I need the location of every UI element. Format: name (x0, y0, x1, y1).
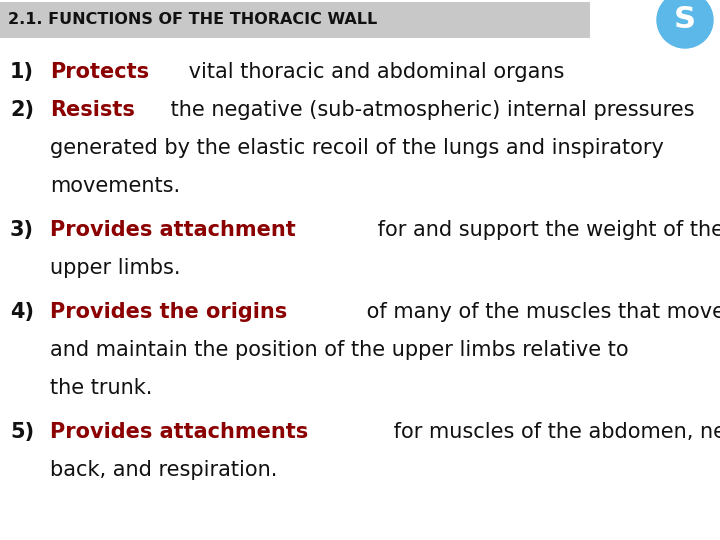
Text: Provides attachment: Provides attachment (50, 220, 296, 240)
Circle shape (657, 0, 713, 48)
Text: 4): 4) (10, 302, 34, 322)
Text: vital thoracic and abdominal organs: vital thoracic and abdominal organs (182, 62, 564, 82)
Text: S: S (674, 5, 696, 35)
Text: 2): 2) (10, 100, 34, 120)
Text: 1): 1) (10, 62, 34, 82)
FancyBboxPatch shape (0, 2, 590, 38)
Text: Provides the origins: Provides the origins (50, 302, 287, 322)
Text: for and support the weight of the: for and support the weight of the (371, 220, 720, 240)
Text: for muscles of the abdomen, neck,: for muscles of the abdomen, neck, (387, 422, 720, 442)
Text: the trunk.: the trunk. (50, 378, 153, 398)
Text: Resists: Resists (50, 100, 135, 120)
Text: back, and respiration.: back, and respiration. (50, 460, 277, 480)
Text: generated by the elastic recoil of the lungs and inspiratory: generated by the elastic recoil of the l… (50, 138, 664, 158)
Text: 3): 3) (10, 220, 34, 240)
Text: of many of the muscles that move: of many of the muscles that move (360, 302, 720, 322)
Text: the negative (sub-atmospheric) internal pressures: the negative (sub-atmospheric) internal … (163, 100, 694, 120)
Text: Protects: Protects (50, 62, 149, 82)
Text: 2.1. FUNCTIONS OF THE THORACIC WALL: 2.1. FUNCTIONS OF THE THORACIC WALL (8, 12, 377, 28)
Text: 5): 5) (10, 422, 34, 442)
Text: upper limbs.: upper limbs. (50, 258, 181, 278)
Text: Provides attachments: Provides attachments (50, 422, 308, 442)
Text: movements.: movements. (50, 176, 180, 196)
Text: and maintain the position of the upper limbs relative to: and maintain the position of the upper l… (50, 340, 629, 360)
